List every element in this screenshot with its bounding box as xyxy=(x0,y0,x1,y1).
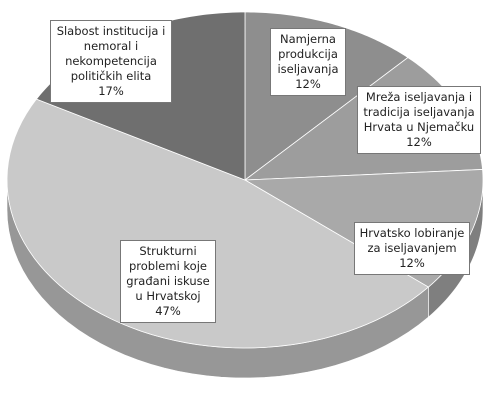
data-label: Hrvatsko lobiranje za iseljavanjem 12% xyxy=(354,222,470,275)
slice xyxy=(6,98,430,349)
category-label: Namjerna produkcija iseljavanja xyxy=(277,32,339,76)
data-label: Mreža iseljavanja i tradicija iseljavanj… xyxy=(357,86,481,154)
category-label: Strukturni problemi koje građani iskuse … xyxy=(126,244,210,303)
category-label: Mreža iseljavanja i tradicija iseljavanj… xyxy=(363,90,475,134)
value-label: 12% xyxy=(295,77,321,91)
category-label: Slabost institucija i nemoral i nekompet… xyxy=(56,24,166,83)
category-label: Hrvatsko lobiranje za iseljavanjem xyxy=(359,226,465,255)
value-label: 17% xyxy=(98,84,124,98)
value-label: 12% xyxy=(406,135,432,149)
data-label: Namjerna produkcija iseljavanja 12% xyxy=(270,28,346,96)
value-label: 12% xyxy=(399,256,425,270)
value-label: 47% xyxy=(155,304,181,318)
data-label: Strukturni problemi koje građani iskuse … xyxy=(120,240,216,323)
data-label: Slabost institucija i nemoral i nekompet… xyxy=(50,20,172,103)
